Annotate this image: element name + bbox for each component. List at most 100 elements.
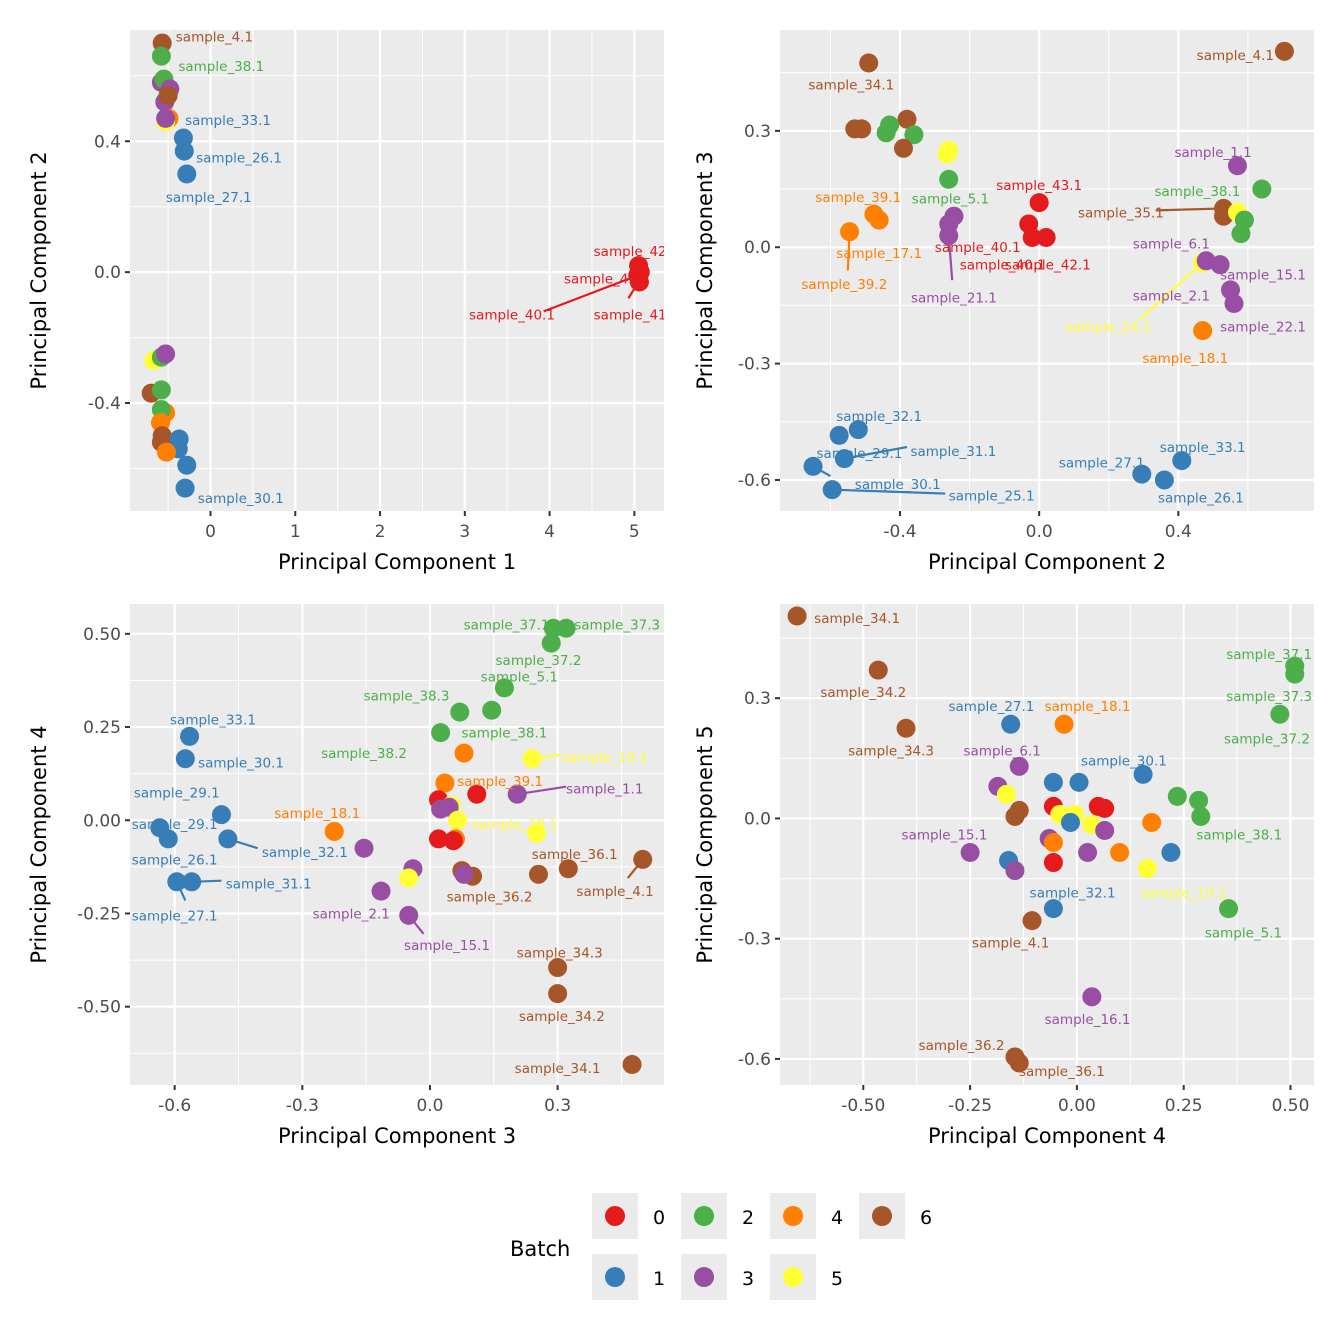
legend-key-dot <box>783 1267 803 1287</box>
y-tick-label: -0.6 <box>738 1050 771 1070</box>
data-point <box>1022 911 1042 931</box>
data-point <box>1189 790 1209 810</box>
data-point <box>1095 798 1115 818</box>
point-label: sample_34.1 <box>814 611 900 627</box>
y-tick-label: 0.0 <box>744 809 771 829</box>
data-point <box>829 425 849 445</box>
point-label: sample_33.1 <box>1160 440 1246 456</box>
data-point <box>399 868 419 888</box>
point-label: sample_42.1 <box>594 244 680 260</box>
y-tick-label: 0.25 <box>83 718 121 738</box>
x-tick-label: 1 <box>290 522 301 542</box>
data-point <box>371 881 391 901</box>
y-tick-label: 0.50 <box>83 625 121 645</box>
data-point <box>1219 899 1239 919</box>
point-label: sample_38.1 <box>178 59 264 75</box>
data-point <box>1274 41 1294 61</box>
point-label: sample_31.1 <box>226 877 312 893</box>
legend-item-5: 5 <box>770 1254 843 1300</box>
data-point <box>904 125 924 145</box>
label-leader-line <box>543 274 639 313</box>
data-point <box>151 380 171 400</box>
point-label: sample_18.1 <box>274 806 360 822</box>
point-label: sample_18.1 <box>1142 351 1228 367</box>
y-tick-label: -0.50 <box>77 998 121 1018</box>
x-tick-label: -0.3 <box>286 1096 319 1116</box>
x-tick-label: -0.25 <box>948 1096 992 1116</box>
legend-key-dot <box>783 1206 803 1226</box>
data-point <box>960 843 980 863</box>
x-axis-title: Principal Component 4 <box>928 1124 1166 1148</box>
data-point <box>834 449 854 469</box>
y-tick-label: -0.4 <box>88 394 121 414</box>
data-point <box>1210 255 1230 275</box>
point-label: sample_19.1 <box>562 750 648 766</box>
y-tick-label: 0.0 <box>94 263 121 283</box>
x-tick-label: 0 <box>205 522 216 542</box>
legend-item-1: 1 <box>592 1254 665 1300</box>
data-point <box>1043 832 1063 852</box>
data-point <box>803 456 823 476</box>
point-label: sample_33.1 <box>185 113 271 129</box>
legend-item-3: 3 <box>681 1254 754 1300</box>
label-leader-line <box>832 488 946 495</box>
point-label: sample_36.1 <box>1019 1064 1105 1080</box>
data-point <box>522 749 542 769</box>
data-point <box>939 226 959 246</box>
data-point <box>182 872 202 892</box>
data-point <box>869 210 889 230</box>
x-tick-label: 0.00 <box>1058 1096 1096 1116</box>
point-label: sample_33.1 <box>170 713 256 729</box>
data-point <box>1078 843 1098 863</box>
legend-label: 6 <box>920 1207 932 1229</box>
data-point <box>1043 899 1063 919</box>
point-label: sample_2.1 <box>313 906 390 922</box>
point-label: sample_38.1 <box>1155 184 1241 200</box>
point-label: sample_32.1 <box>836 409 922 425</box>
panel-2: -0.4 0.0 0.4 -0.6 -0.3 0.0 0.3 Principal Compon… <box>693 30 1314 574</box>
legend-key-dot <box>694 1267 714 1287</box>
y-tick-label: -0.3 <box>738 355 771 375</box>
point-label: sample_39.1 <box>457 774 543 790</box>
data-point <box>175 478 195 498</box>
data-point <box>167 872 187 892</box>
y-tick-label: 0.3 <box>744 122 771 142</box>
point-label: sample_30.1 <box>855 477 941 493</box>
gridlines <box>780 30 1314 511</box>
data-point <box>158 85 178 105</box>
x-tick-label: 2 <box>375 522 386 542</box>
data-point <box>218 829 238 849</box>
point-label: sample_29.1 <box>817 446 903 462</box>
data-point <box>1043 772 1063 792</box>
panel-4: -0.50 -0.25 0.00 0.25 0.50 -0.6 -0.3 0.0 0.3 Prin… <box>693 604 1314 1148</box>
point-label: sample_25.1 <box>949 488 1035 504</box>
data-point <box>629 272 649 292</box>
y-tick-label: -0.25 <box>77 904 121 924</box>
plot-background <box>130 604 664 1085</box>
data-point <box>868 660 888 680</box>
data-point <box>156 344 176 364</box>
data-point <box>1133 764 1153 784</box>
x-tick-label: 3 <box>459 522 470 542</box>
point-label: sample_28.1 <box>472 817 558 833</box>
point-label: sample_37.2 <box>1224 731 1310 747</box>
data-point <box>1110 843 1130 863</box>
point-label: sample_21.1 <box>911 291 997 307</box>
point-label: sample_32.1 <box>1030 886 1116 902</box>
data-point <box>1069 772 1089 792</box>
data-point <box>1054 714 1074 734</box>
data-point <box>175 749 195 769</box>
point-label: sample_37.3 <box>1226 689 1312 705</box>
point-label: sample_5.1 <box>912 192 989 208</box>
data-point <box>324 821 344 841</box>
data-point <box>897 109 917 129</box>
data-point <box>151 46 171 66</box>
data-point <box>1005 806 1025 826</box>
point-label: sample_22.1 <box>1220 320 1306 336</box>
data-point <box>1137 859 1157 879</box>
point-label: sample_29.1 <box>134 785 220 801</box>
point-label: sample_36.2 <box>919 1038 1005 1054</box>
point-label: sample_16.1 <box>1045 1012 1131 1028</box>
point-label: sample_27.1 <box>132 908 218 924</box>
x-axis-title: Principal Component 2 <box>928 550 1166 574</box>
